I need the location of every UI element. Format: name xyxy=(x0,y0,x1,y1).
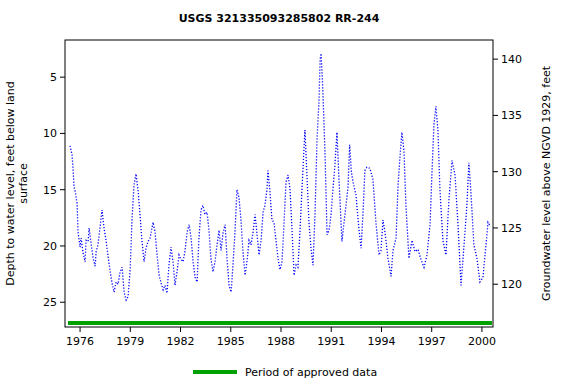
title: USGS 321335093285802 RR-244 xyxy=(179,12,380,25)
y2-tick-label: 135 xyxy=(501,109,522,122)
plot-data xyxy=(68,54,492,323)
x-tick-label: 1997 xyxy=(418,335,446,348)
x-tick-label: 1982 xyxy=(167,335,195,348)
y-tick-label: 10 xyxy=(43,127,57,140)
y-tick xyxy=(60,133,65,134)
y-tick xyxy=(60,245,65,246)
y2-tick xyxy=(493,115,498,116)
legend-label: Period of approved data xyxy=(245,366,377,379)
x-tick-label: 1991 xyxy=(317,335,345,348)
x-tick-label: 2000 xyxy=(468,335,496,348)
x-tick-label: 1994 xyxy=(367,335,395,348)
x-tick-label: 1976 xyxy=(66,335,94,348)
y2-tick xyxy=(493,59,498,60)
y2-tick xyxy=(493,227,498,228)
y-tick-label: 5 xyxy=(50,71,57,84)
y-tick xyxy=(60,189,65,190)
data-line xyxy=(70,54,490,300)
x-tick-label: 1979 xyxy=(116,335,144,348)
y-axis-label: surface xyxy=(17,163,30,204)
y-tick xyxy=(60,77,65,78)
x-tick xyxy=(481,327,482,332)
y2-tick-label: 130 xyxy=(501,166,522,179)
y-axis-label: Depth to water level, feet below land xyxy=(4,81,17,286)
x-tick xyxy=(331,327,332,332)
x-tick xyxy=(80,327,81,332)
approved-period-bar xyxy=(68,321,492,325)
y2-tick-label: 120 xyxy=(501,278,522,291)
x-tick xyxy=(130,327,131,332)
y2-axis-label: Groundwater level above NGVD 1929, feet xyxy=(540,65,553,301)
y2-tick-label: 140 xyxy=(501,53,522,66)
x-tick-label: 1985 xyxy=(217,335,245,348)
y2-tick xyxy=(493,284,498,285)
y2-tick xyxy=(493,171,498,172)
x-tick xyxy=(230,327,231,332)
x-tick-label: 1988 xyxy=(267,335,295,348)
chart: USGS 321335093285802 RR-244 1976 1979 1982 1… xyxy=(0,0,576,384)
y-tick-label: 25 xyxy=(43,296,57,309)
plot-frame xyxy=(65,40,493,327)
y-tick-label: 20 xyxy=(43,240,57,253)
x-tick xyxy=(281,327,282,332)
x-tick xyxy=(381,327,382,332)
y2-tick-label: 125 xyxy=(501,222,522,235)
y-tick-label: 15 xyxy=(43,184,57,197)
legend-swatch xyxy=(193,370,237,374)
y-tick xyxy=(60,302,65,303)
x-tick xyxy=(180,327,181,332)
x-tick xyxy=(431,327,432,332)
